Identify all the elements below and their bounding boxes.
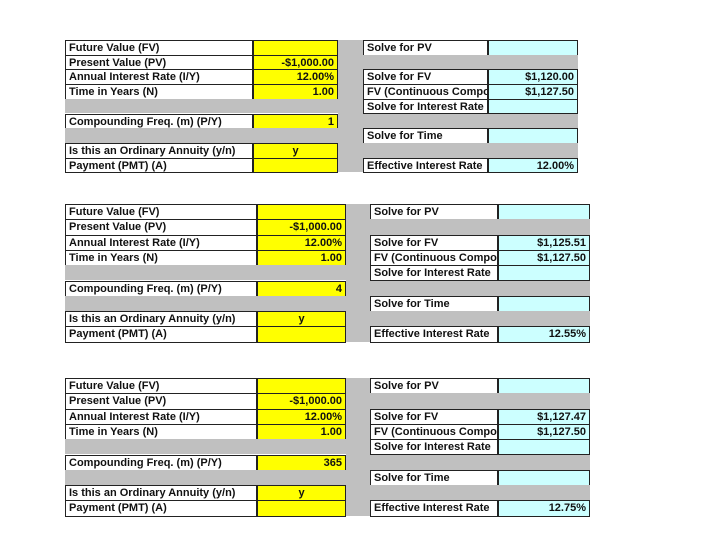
result-cell: $1,127.50 — [498, 423, 590, 441]
result-cell — [498, 378, 590, 395]
result-cell: $1,127.50 — [488, 84, 578, 100]
result-cell — [498, 295, 590, 313]
result-cell: $1,127.50 — [498, 249, 590, 267]
input-cell: 1 — [253, 113, 338, 130]
solve-label: Solve for Interest Rate — [370, 265, 498, 282]
result-cell: 12.75% — [498, 500, 590, 517]
row-label: Future Value (FV) — [65, 378, 257, 395]
blank-row — [370, 219, 590, 235]
input-cell: -$1,000.00 — [257, 219, 346, 236]
row-label: Compounding Freq. (m) (P/Y) — [65, 280, 257, 297]
result-cell — [488, 40, 578, 56]
solve-label: Solve for Time — [370, 469, 498, 487]
solve-label: Solve for PV — [370, 204, 498, 221]
result-cell: 12.55% — [498, 326, 590, 343]
input-cell: 12.00% — [257, 234, 346, 251]
row-label: Annual Interest Rate (I/Y) — [65, 234, 257, 251]
result-cell: $1,125.51 — [498, 234, 590, 251]
input-cell: 4 — [257, 280, 346, 297]
row-label: Time in Years (N) — [65, 84, 253, 100]
input-cell: y — [253, 142, 338, 159]
row-label: Time in Years (N) — [65, 423, 257, 441]
solve-label: Effective Interest Rate — [363, 157, 488, 174]
row-label: Payment (PMT) (A) — [65, 326, 257, 343]
solve-label: Solve for Time — [370, 295, 498, 313]
solve-label: Effective Interest Rate — [370, 500, 498, 517]
blank-row — [370, 280, 590, 296]
row-label: Payment (PMT) (A) — [65, 500, 257, 517]
input-cell — [257, 378, 346, 395]
blank-row — [65, 128, 338, 143]
row-label: Present Value (PV) — [65, 219, 257, 236]
solve-label: FV (Continuous Compo — [363, 84, 488, 100]
solve-label: Solve for Time — [363, 128, 488, 144]
result-cell — [498, 204, 590, 221]
input-cell: -$1,000.00 — [253, 54, 338, 71]
row-label: Is this an Ordinary Annuity (y/n) — [65, 485, 257, 502]
solve-label: Solve for Interest Rate — [363, 98, 488, 115]
input-cell: 1.00 — [257, 249, 346, 267]
blank-row — [363, 54, 578, 70]
solve-label: Solve for FV — [363, 69, 488, 86]
row-label: Present Value (PV) — [65, 393, 257, 410]
solve-label: Solve for FV — [370, 408, 498, 425]
row-label: Compounding Freq. (m) (P/Y) — [65, 113, 253, 130]
solve-label: Effective Interest Rate — [370, 326, 498, 343]
blank-row — [65, 439, 346, 455]
separator — [338, 40, 363, 173]
result-cell: 12.00% — [488, 157, 578, 174]
separator — [346, 378, 370, 516]
result-cell — [488, 128, 578, 144]
input-cell: y — [257, 485, 346, 502]
input-cell: 12.00% — [253, 69, 338, 86]
solve-label: FV (Continuous Compo — [370, 423, 498, 441]
result-cell — [498, 439, 590, 456]
solve-label: FV (Continuous Compo — [370, 249, 498, 267]
row-label: Time in Years (N) — [65, 249, 257, 267]
row-label: Annual Interest Rate (I/Y) — [65, 69, 253, 86]
result-cell: $1,120.00 — [488, 69, 578, 86]
blank-row — [363, 142, 578, 158]
row-label: Annual Interest Rate (I/Y) — [65, 408, 257, 425]
input-cell — [257, 204, 346, 221]
input-cell: y — [257, 311, 346, 328]
input-cell — [253, 157, 338, 174]
input-cell: 365 — [257, 454, 346, 471]
result-cell — [488, 98, 578, 115]
row-label: Payment (PMT) (A) — [65, 157, 253, 174]
input-cell — [257, 326, 346, 343]
row-label: Present Value (PV) — [65, 54, 253, 71]
solve-label: Solve for FV — [370, 234, 498, 251]
input-cell: 1.00 — [257, 423, 346, 441]
blank-row — [370, 393, 590, 409]
blank-row — [65, 295, 346, 312]
blank-row — [370, 485, 590, 501]
blank-row — [370, 311, 590, 327]
solve-label: Solve for Interest Rate — [370, 439, 498, 456]
row-label: Future Value (FV) — [65, 40, 253, 56]
solve-label: Solve for PV — [363, 40, 488, 56]
result-cell: $1,127.47 — [498, 408, 590, 425]
row-label: Is this an Ordinary Annuity (y/n) — [65, 311, 257, 328]
blank-row — [65, 469, 346, 486]
input-cell: 12.00% — [257, 408, 346, 425]
result-cell — [498, 469, 590, 487]
result-cell — [498, 265, 590, 282]
blank-row — [370, 454, 590, 470]
input-cell — [253, 40, 338, 56]
input-cell: 1.00 — [253, 84, 338, 100]
blank-row — [65, 265, 346, 281]
separator — [346, 204, 370, 342]
row-label: Is this an Ordinary Annuity (y/n) — [65, 142, 253, 159]
solve-label: Solve for PV — [370, 378, 498, 395]
blank-row — [363, 113, 578, 129]
blank-row — [65, 98, 338, 114]
row-label: Future Value (FV) — [65, 204, 257, 221]
row-label: Compounding Freq. (m) (P/Y) — [65, 454, 257, 471]
input-cell: -$1,000.00 — [257, 393, 346, 410]
input-cell — [257, 500, 346, 517]
